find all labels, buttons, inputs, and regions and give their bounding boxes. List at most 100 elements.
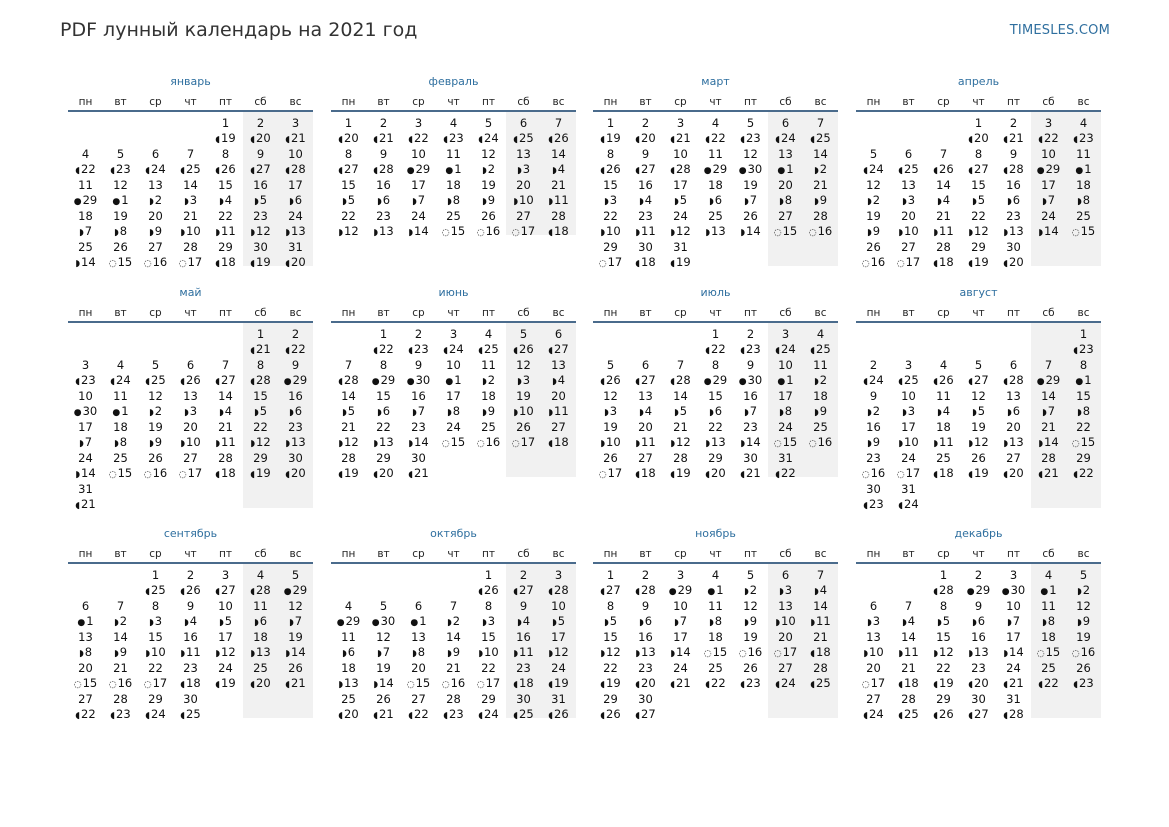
lunar-day: ◗8 [401,645,436,661]
day-cell: 13 ◗2 [138,178,173,209]
weekday-label: ср [674,548,687,560]
moon-waning-icon: ◖ [1073,346,1079,356]
moon-waning-icon: ◖ [775,346,781,356]
lunar-day-number: 27 [974,707,989,721]
day-cell: 26 ◖19 [961,451,996,482]
lunar-day: ◗10 [173,435,208,451]
weekday-label: пн [603,96,618,108]
month-calendar: август пн вт ср чт пт сб вс 1 ◖23 2 ◖24 3 ◖25 4 ◖26 5 ◖27… [856,286,1101,513]
day-cell: 5 ◖24 [471,116,506,147]
moon-waning-icon: ◖ [548,346,554,356]
weekday-label: пт [482,548,495,560]
moon-waxing-icon: ◗ [75,470,81,480]
lunar-day-number: 28 [676,162,691,176]
day-cell: 16 ◗7 [733,389,768,420]
site-link[interactable]: TIMESLES.COM [1009,23,1110,38]
lunar-day: ◌15 [1066,435,1101,451]
lunar-day: ◖19 [593,131,628,147]
weekend-shading [506,323,576,477]
lunar-day-number: 23 [746,676,761,690]
lunar-day-number: 7 [749,193,758,207]
weekday-label: чт [972,96,985,108]
month-name: август [959,286,998,299]
day-cell: 18 ◗8 [436,178,471,209]
day-number: 13 [778,599,793,613]
day-number: 2 [641,568,650,582]
lunar-day: ◗2 [436,614,471,630]
day-cell: 26 ◌17 [506,420,541,451]
moon-waxing-icon: ◗ [285,439,291,449]
lunar-day: ◖23 [733,131,768,147]
lunar-day: ◗7 [733,193,768,209]
lunar-day: ◖25 [803,131,838,147]
header-rule [68,321,313,323]
lunar-day: ◖21 [278,131,313,147]
moon-waning-icon: ◖ [635,166,641,176]
lunar-day-number: 4 [522,614,531,628]
moon-waning-icon: ◖ [338,166,344,176]
day-cell: 17 ◗14 [996,630,1031,661]
lunar-day-number: 28 [1009,162,1024,176]
moon-waxing-icon: ◗ [708,408,714,418]
lunar-day-number: 19 [554,676,569,690]
lunar-day-number: 1 [121,404,129,418]
lunar-day: ◌15 [1066,224,1101,240]
day-cell: 17 ◗12 [541,630,576,661]
lunar-day-number: 14 [414,224,429,238]
weekday-label: ср [674,307,687,319]
day-number: 8 [379,358,388,372]
day-number: 4 [484,327,493,341]
day-cell: 27 ◖18 [541,420,576,451]
day-number: 9 [1009,147,1018,161]
lunar-day: ◗6 [278,404,313,420]
weekday-header: пн вт ср чт пт сб вс [593,306,838,320]
lunar-day-number: 15 [450,435,466,449]
moon-waning-icon: ◖ [933,166,939,176]
lunar-day: ◖21 [243,342,278,358]
lunar-day-number: 18 [554,224,569,238]
weekday-label: ср [412,307,425,319]
moon-waning-icon: ◖ [285,346,291,356]
day-cell: 23 ◗14 [733,420,768,451]
lunar-day: ◗6 [996,404,1031,420]
lunar-day: ◗6 [698,193,733,209]
lunar-day-number: 5 [557,614,566,628]
day-number: 19 [376,661,391,675]
day-number: 26 [288,661,303,675]
day-number: 17 [446,389,461,403]
moon-waxing-icon: ◗ [113,649,119,659]
lunar-day: ◗9 [803,404,838,420]
day-cell: 24 ◖21 [996,661,1031,692]
moon-full-icon: ◌ [476,680,485,690]
moon-waning-icon: ◖ [898,711,904,721]
day-cell: 6 ◖25 [506,116,541,147]
day-number: 5 [379,599,388,613]
day-cell: 26 ◌16 [856,240,891,271]
day-cell: 2 ◖24 [856,358,891,389]
lunar-day: ◖19 [926,676,961,692]
day-number: 11 [813,358,828,372]
day-cell: 5 ◖26 [506,327,541,358]
day-cell: 21 ◗12 [663,420,698,451]
lunar-day-number: 4 [644,193,653,207]
day-number: 23 [743,420,758,434]
day-number: 7 [221,358,230,372]
lunar-day: ◌16 [803,224,838,240]
day-number: 28 [341,451,356,465]
day-number: 12 [1076,599,1091,613]
lunar-day-number: 19 [939,676,954,690]
lunar-day-number: 29 [415,162,431,176]
day-cell: 2 ◖21 [366,116,401,147]
lunar-day: ◖20 [243,131,278,147]
day-number: 1 [606,568,615,582]
lunar-day: ◖27 [961,707,996,723]
moon-waxing-icon: ◗ [338,439,344,449]
lunar-day: ◗12 [331,435,366,451]
day-number: 5 [869,147,878,161]
lunar-day-number: 5 [977,193,986,207]
lunar-day: ◗5 [961,404,996,420]
lunar-day: ◗13 [961,645,996,661]
day-number: 10 [288,147,303,161]
day-number: 22 [936,661,951,675]
moon-waning-icon: ◖ [285,680,291,690]
